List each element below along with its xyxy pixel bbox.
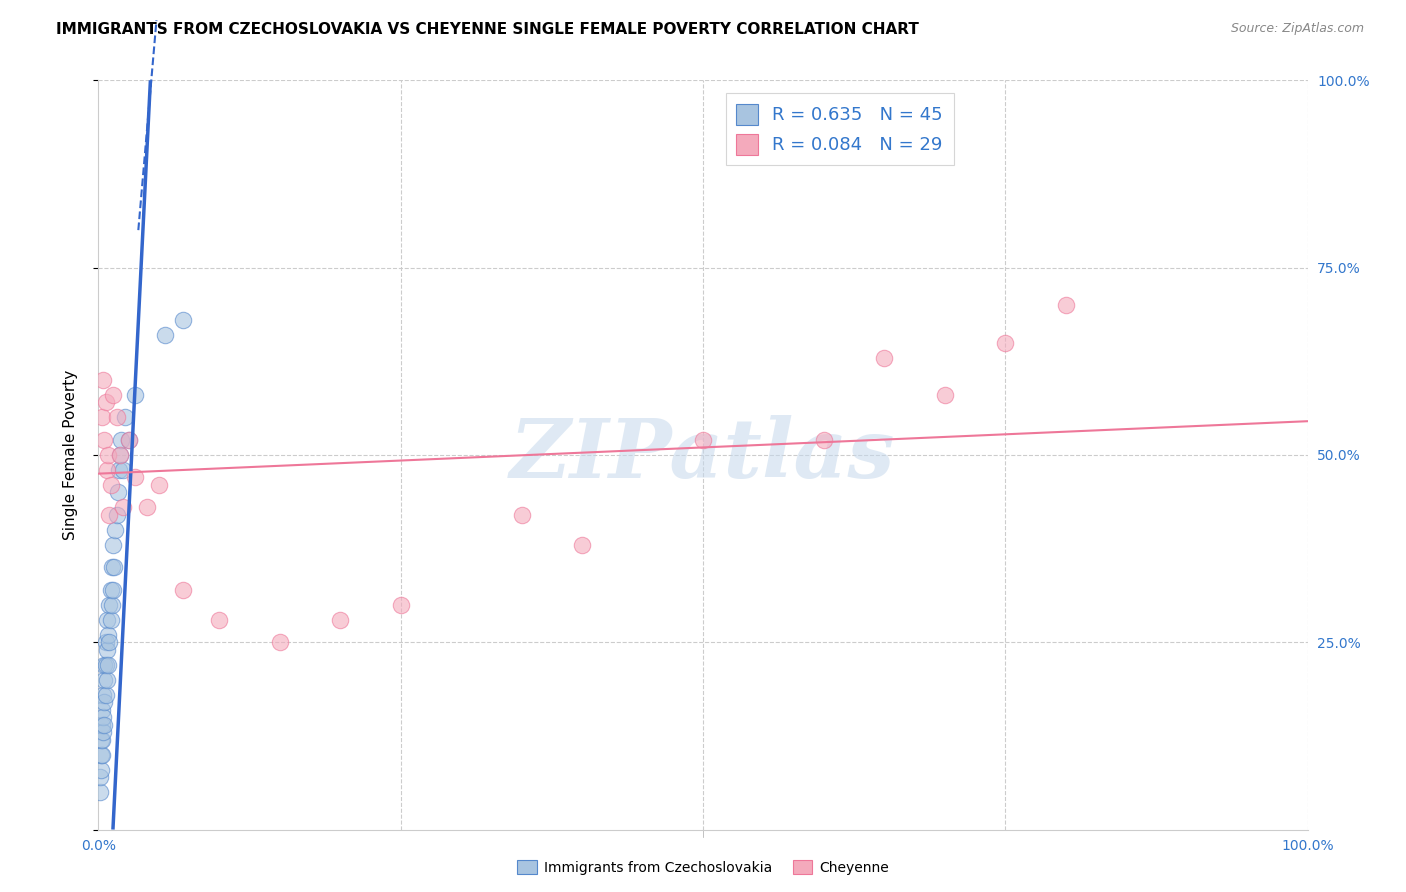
Point xyxy=(107,485,129,500)
Point xyxy=(100,613,122,627)
Point xyxy=(510,508,533,522)
Point xyxy=(105,410,128,425)
Point xyxy=(1054,298,1077,312)
Point xyxy=(153,328,176,343)
Point xyxy=(96,613,118,627)
Point xyxy=(93,657,115,672)
Point xyxy=(571,538,593,552)
Point xyxy=(111,500,134,515)
Point xyxy=(91,410,114,425)
Point xyxy=(94,635,117,649)
Point xyxy=(89,770,111,784)
Point xyxy=(93,433,115,447)
Point xyxy=(124,470,146,484)
Point xyxy=(101,538,124,552)
Point xyxy=(172,313,194,327)
Point xyxy=(94,657,117,672)
Legend: R = 0.635   N = 45, R = 0.084   N = 29: R = 0.635 N = 45, R = 0.084 N = 29 xyxy=(725,93,953,165)
Point xyxy=(108,448,131,462)
Point xyxy=(100,478,122,492)
Point xyxy=(208,613,231,627)
Point xyxy=(91,703,114,717)
Point xyxy=(269,635,291,649)
Point xyxy=(329,613,352,627)
Point xyxy=(97,628,120,642)
Point xyxy=(91,710,114,724)
Point xyxy=(101,582,124,597)
Point xyxy=(135,500,157,515)
Point xyxy=(108,463,131,477)
Point xyxy=(91,373,114,387)
Text: IMMIGRANTS FROM CZECHOSLOVAKIA VS CHEYENNE SINGLE FEMALE POVERTY CORRELATION CHA: IMMIGRANTS FROM CZECHOSLOVAKIA VS CHEYEN… xyxy=(56,22,920,37)
Point xyxy=(934,388,956,402)
Point xyxy=(96,463,118,477)
Point xyxy=(111,463,134,477)
Point xyxy=(94,688,117,702)
Point xyxy=(98,508,121,522)
Point xyxy=(148,478,170,492)
Point xyxy=(98,598,121,612)
Point xyxy=(172,582,194,597)
Point xyxy=(100,560,122,574)
Point xyxy=(93,695,115,709)
Point xyxy=(873,351,896,365)
Point xyxy=(98,635,121,649)
Point xyxy=(813,433,835,447)
Point xyxy=(124,388,146,402)
Point xyxy=(96,642,118,657)
Point xyxy=(118,433,141,447)
Point xyxy=(91,688,114,702)
Point xyxy=(97,657,120,672)
Point xyxy=(94,395,117,409)
Legend: Immigrants from Czechoslovakia, Cheyenne: Immigrants from Czechoslovakia, Cheyenne xyxy=(512,855,894,880)
Point xyxy=(118,433,141,447)
Point xyxy=(97,448,120,462)
Point xyxy=(93,673,115,687)
Point xyxy=(96,673,118,687)
Point xyxy=(100,598,122,612)
Point xyxy=(100,582,122,597)
Point xyxy=(692,433,714,447)
Point xyxy=(91,725,114,739)
Point xyxy=(90,732,112,747)
Point xyxy=(89,785,111,799)
Point xyxy=(103,560,125,574)
Point xyxy=(108,448,131,462)
Point xyxy=(389,598,412,612)
Point xyxy=(90,747,112,762)
Point xyxy=(91,747,114,762)
Point xyxy=(114,410,136,425)
Point xyxy=(105,508,128,522)
Text: Source: ZipAtlas.com: Source: ZipAtlas.com xyxy=(1230,22,1364,36)
Point xyxy=(90,763,112,777)
Y-axis label: Single Female Poverty: Single Female Poverty xyxy=(63,370,77,540)
Point xyxy=(91,732,114,747)
Text: ZIPatlas: ZIPatlas xyxy=(510,415,896,495)
Point xyxy=(110,433,132,447)
Point xyxy=(104,523,127,537)
Point xyxy=(93,717,115,731)
Point xyxy=(91,717,114,731)
Point xyxy=(994,335,1017,350)
Point xyxy=(101,388,124,402)
